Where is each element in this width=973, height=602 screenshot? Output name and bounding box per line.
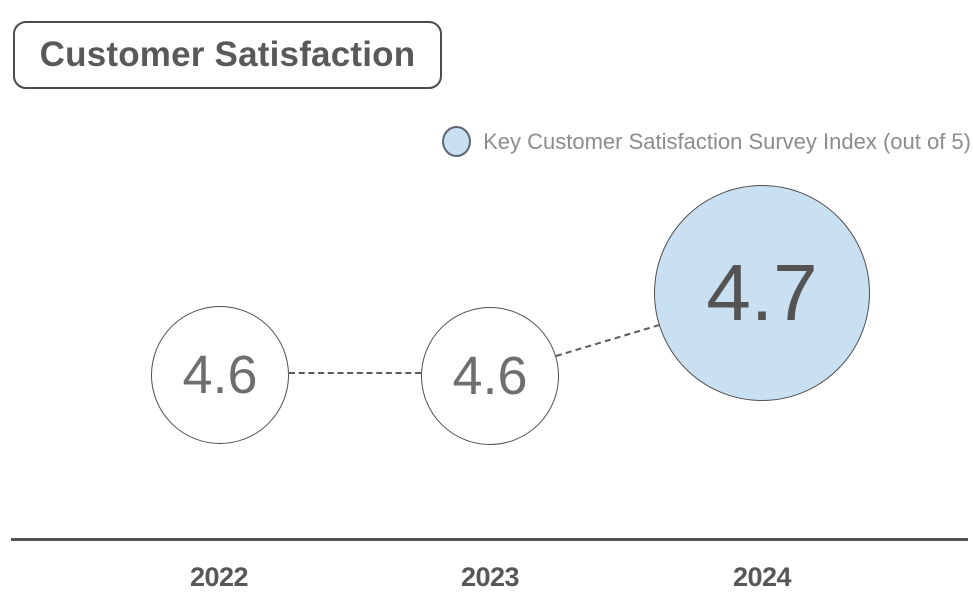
x-axis-label-2022: 2022	[189, 562, 249, 592]
data-bubble-2023: 4.6	[421, 307, 559, 445]
data-value-2023: 4.6	[452, 346, 528, 406]
legend-label: Key Customer Satisfaction Survey Index (…	[483, 128, 971, 154]
connector-2023-2024	[555, 324, 660, 357]
chart-title: Customer Satisfaction	[39, 35, 416, 74]
chart-title-box: Customer Satisfaction	[13, 21, 442, 89]
data-value-2024: 4.7	[706, 248, 818, 337]
x-axis-label-2023: 2023	[460, 562, 520, 592]
connector-2022-2023	[289, 372, 421, 374]
legend: Key Customer Satisfaction Survey Index (…	[442, 126, 971, 157]
x-axis-line	[11, 538, 968, 541]
legend-swatch-icon	[442, 126, 472, 157]
x-axis-label-2024: 2024	[732, 562, 792, 592]
data-value-2022: 4.6	[182, 345, 258, 405]
data-bubble-2022: 4.6	[151, 306, 289, 444]
data-bubble-2024: 4.7	[654, 185, 870, 401]
